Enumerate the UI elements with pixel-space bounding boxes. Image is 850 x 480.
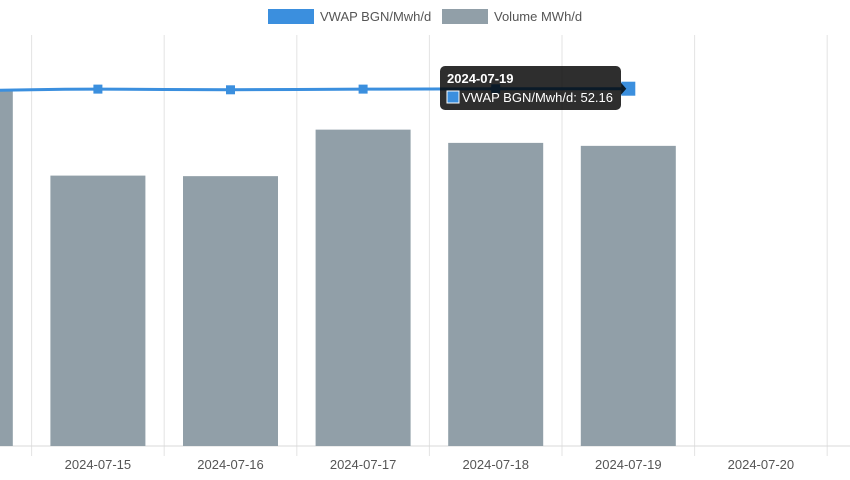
- legend: VWAP BGN/Mwh/d Volume MWh/d: [268, 9, 582, 24]
- bar-volume: [50, 175, 146, 446]
- tooltip-caret: [621, 82, 627, 95]
- volume-bars: [0, 89, 676, 446]
- tooltip-swatch: [446, 90, 460, 104]
- x-tick-label: 2024-07-15: [65, 457, 132, 472]
- vwap-point: [358, 84, 368, 94]
- legend-label-vwap[interactable]: VWAP BGN/Mwh/d: [320, 9, 431, 24]
- x-tick-label: 2024-07-17: [330, 457, 397, 472]
- legend-label-volume[interactable]: Volume MWh/d: [494, 9, 582, 24]
- tooltip-box: [440, 66, 621, 110]
- bar-volume: [183, 176, 278, 446]
- x-tick-label: 2024-07-20: [728, 457, 795, 472]
- vwap-point: [621, 81, 636, 96]
- vwap-point: [93, 84, 103, 94]
- tooltip-body: VWAP BGN/Mwh/d: 52.16: [462, 90, 613, 105]
- bar-volume: [448, 142, 544, 446]
- tooltip: 2024-07-19 VWAP BGN/Mwh/d: 52.16: [440, 66, 627, 110]
- tooltip-title: 2024-07-19: [447, 71, 514, 86]
- x-tick-label: 2024-07-19: [595, 457, 662, 472]
- x-axis: 2024-07-15 2024-07-16 2024-07-17 2024-07-18…: [65, 457, 795, 472]
- legend-swatch-vwap[interactable]: [268, 9, 314, 24]
- legend-swatch-volume[interactable]: [442, 9, 488, 24]
- x-tick-label: 2024-07-18: [462, 457, 529, 472]
- x-tick-label: 2024-07-16: [197, 457, 264, 472]
- bar-volume: [580, 145, 676, 446]
- bar-volume: [315, 129, 411, 446]
- bar-volume: [0, 89, 13, 446]
- vwap-point: [226, 85, 235, 95]
